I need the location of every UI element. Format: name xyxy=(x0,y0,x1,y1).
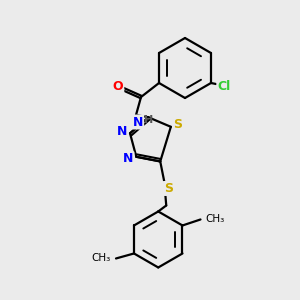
Text: O: O xyxy=(113,80,123,94)
Text: N: N xyxy=(133,116,143,128)
Text: H: H xyxy=(144,115,154,125)
Text: S: S xyxy=(173,118,182,131)
Text: CH₃: CH₃ xyxy=(206,214,225,224)
Text: Cl: Cl xyxy=(218,80,231,92)
Text: N: N xyxy=(123,152,134,165)
Text: N: N xyxy=(117,125,127,138)
Text: CH₃: CH₃ xyxy=(92,254,111,263)
Text: S: S xyxy=(164,182,173,195)
